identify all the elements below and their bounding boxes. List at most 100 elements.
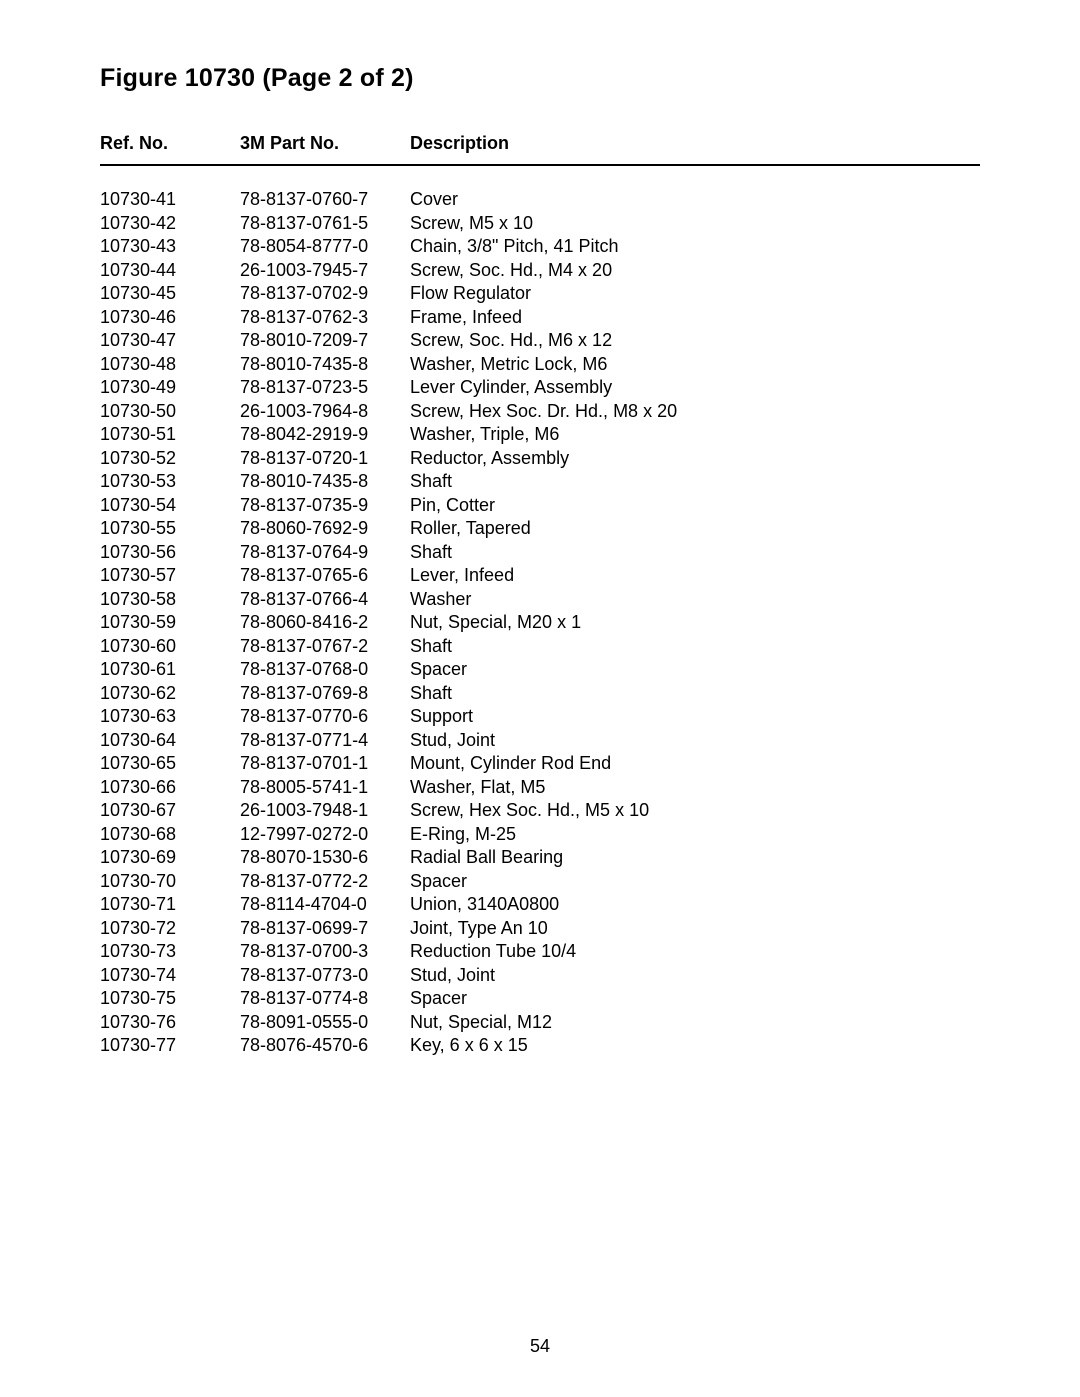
col-header-desc: Description — [410, 133, 980, 154]
table-row: 10730-7078-8137-0772-2Spacer — [100, 870, 980, 894]
cell-part: 26-1003-7964-8 — [240, 400, 410, 424]
cell-ref: 10730-41 — [100, 188, 240, 212]
cell-part: 78-8137-0761-5 — [240, 212, 410, 236]
table-row: 10730-4426-1003-7945-7Screw, Soc. Hd., M… — [100, 259, 980, 283]
cell-desc: Shaft — [410, 541, 980, 565]
cell-desc: Shaft — [410, 682, 980, 706]
cell-part: 78-8137-0771-4 — [240, 729, 410, 753]
cell-ref: 10730-63 — [100, 705, 240, 729]
table-header-row: Ref. No. 3M Part No. Description — [100, 133, 980, 166]
cell-desc: Washer — [410, 588, 980, 612]
cell-desc: Joint, Type An 10 — [410, 917, 980, 941]
cell-desc: Pin, Cotter — [410, 494, 980, 518]
page-number: 54 — [0, 1336, 1080, 1357]
cell-desc: Washer, Flat, M5 — [410, 776, 980, 800]
cell-part: 78-8060-7692-9 — [240, 517, 410, 541]
cell-part: 78-8137-0770-6 — [240, 705, 410, 729]
cell-ref: 10730-50 — [100, 400, 240, 424]
cell-ref: 10730-55 — [100, 517, 240, 541]
cell-desc: Radial Ball Bearing — [410, 846, 980, 870]
cell-part: 78-8137-0769-8 — [240, 682, 410, 706]
cell-ref: 10730-68 — [100, 823, 240, 847]
cell-part: 78-8114-4704-0 — [240, 893, 410, 917]
page-title: Figure 10730 (Page 2 of 2) — [100, 64, 980, 93]
table-row: 10730-6726-1003-7948-1Screw, Hex Soc. Hd… — [100, 799, 980, 823]
cell-part: 78-8137-0723-5 — [240, 376, 410, 400]
table-row: 10730-7778-8076-4570-6Key, 6 x 6 x 15 — [100, 1034, 980, 1058]
cell-part: 78-8137-0774-8 — [240, 987, 410, 1011]
table-row: 10730-4178-8137-0760-7Cover — [100, 188, 980, 212]
cell-ref: 10730-70 — [100, 870, 240, 894]
table-row: 10730-4278-8137-0761-5Screw, M5 x 10 — [100, 212, 980, 236]
cell-ref: 10730-60 — [100, 635, 240, 659]
cell-part: 78-8137-0767-2 — [240, 635, 410, 659]
cell-desc: Washer, Triple, M6 — [410, 423, 980, 447]
cell-part: 26-1003-7945-7 — [240, 259, 410, 283]
cell-part: 78-8137-0720-1 — [240, 447, 410, 471]
cell-ref: 10730-49 — [100, 376, 240, 400]
table-row: 10730-4378-8054-8777-0Chain, 3/8" Pitch,… — [100, 235, 980, 259]
table-row: 10730-7178-8114-4704-0Union, 3140A0800 — [100, 893, 980, 917]
cell-desc: Mount, Cylinder Rod End — [410, 752, 980, 776]
cell-part: 78-8137-0700-3 — [240, 940, 410, 964]
cell-ref: 10730-71 — [100, 893, 240, 917]
cell-part: 78-8137-0768-0 — [240, 658, 410, 682]
cell-part: 78-8010-7435-8 — [240, 470, 410, 494]
cell-desc: Stud, Joint — [410, 729, 980, 753]
cell-part: 78-8137-0760-7 — [240, 188, 410, 212]
cell-ref: 10730-76 — [100, 1011, 240, 1035]
table-row: 10730-6978-8070-1530-6Radial Ball Bearin… — [100, 846, 980, 870]
cell-ref: 10730-42 — [100, 212, 240, 236]
table-row: 10730-7278-8137-0699-7Joint, Type An 10 — [100, 917, 980, 941]
cell-part: 26-1003-7948-1 — [240, 799, 410, 823]
cell-ref: 10730-67 — [100, 799, 240, 823]
cell-ref: 10730-48 — [100, 353, 240, 377]
cell-ref: 10730-64 — [100, 729, 240, 753]
cell-ref: 10730-44 — [100, 259, 240, 283]
table-row: 10730-7678-8091-0555-0Nut, Special, M12 — [100, 1011, 980, 1035]
page: Figure 10730 (Page 2 of 2) Ref. No. 3M P… — [0, 0, 1080, 1397]
table-row: 10730-6678-8005-5741-1Washer, Flat, M5 — [100, 776, 980, 800]
cell-desc: Reductor, Assembly — [410, 447, 980, 471]
cell-desc: Screw, Soc. Hd., M6 x 12 — [410, 329, 980, 353]
cell-part: 78-8137-0702-9 — [240, 282, 410, 306]
cell-part: 78-8137-0765-6 — [240, 564, 410, 588]
cell-ref: 10730-52 — [100, 447, 240, 471]
cell-desc: Lever, Infeed — [410, 564, 980, 588]
col-header-part: 3M Part No. — [240, 133, 410, 154]
cell-ref: 10730-43 — [100, 235, 240, 259]
table-row: 10730-7378-8137-0700-3Reduction Tube 10/… — [100, 940, 980, 964]
table-row: 10730-5178-8042-2919-9Washer, Triple, M6 — [100, 423, 980, 447]
cell-desc: Union, 3140A0800 — [410, 893, 980, 917]
table-row: 10730-6378-8137-0770-6Support — [100, 705, 980, 729]
cell-part: 78-8137-0735-9 — [240, 494, 410, 518]
cell-desc: Screw, Soc. Hd., M4 x 20 — [410, 259, 980, 283]
cell-ref: 10730-45 — [100, 282, 240, 306]
cell-ref: 10730-75 — [100, 987, 240, 1011]
cell-ref: 10730-53 — [100, 470, 240, 494]
cell-ref: 10730-59 — [100, 611, 240, 635]
table-row: 10730-6478-8137-0771-4Stud, Joint — [100, 729, 980, 753]
cell-ref: 10730-56 — [100, 541, 240, 565]
cell-part: 78-8137-0699-7 — [240, 917, 410, 941]
cell-part: 78-8137-0764-9 — [240, 541, 410, 565]
cell-desc: Washer, Metric Lock, M6 — [410, 353, 980, 377]
cell-part: 78-8060-8416-2 — [240, 611, 410, 635]
cell-ref: 10730-57 — [100, 564, 240, 588]
cell-ref: 10730-46 — [100, 306, 240, 330]
cell-ref: 10730-77 — [100, 1034, 240, 1058]
cell-ref: 10730-54 — [100, 494, 240, 518]
cell-part: 78-8137-0701-1 — [240, 752, 410, 776]
col-header-ref: Ref. No. — [100, 133, 240, 154]
cell-ref: 10730-66 — [100, 776, 240, 800]
cell-desc: Roller, Tapered — [410, 517, 980, 541]
cell-ref: 10730-73 — [100, 940, 240, 964]
cell-part: 12-7997-0272-0 — [240, 823, 410, 847]
cell-ref: 10730-47 — [100, 329, 240, 353]
table-row: 10730-5778-8137-0765-6Lever, Infeed — [100, 564, 980, 588]
cell-desc: Screw, Hex Soc. Hd., M5 x 10 — [410, 799, 980, 823]
table-row: 10730-6278-8137-0769-8Shaft — [100, 682, 980, 706]
table-body: 10730-4178-8137-0760-7Cover10730-4278-81… — [100, 188, 980, 1058]
cell-desc: Shaft — [410, 470, 980, 494]
table-row: 10730-5378-8010-7435-8Shaft — [100, 470, 980, 494]
